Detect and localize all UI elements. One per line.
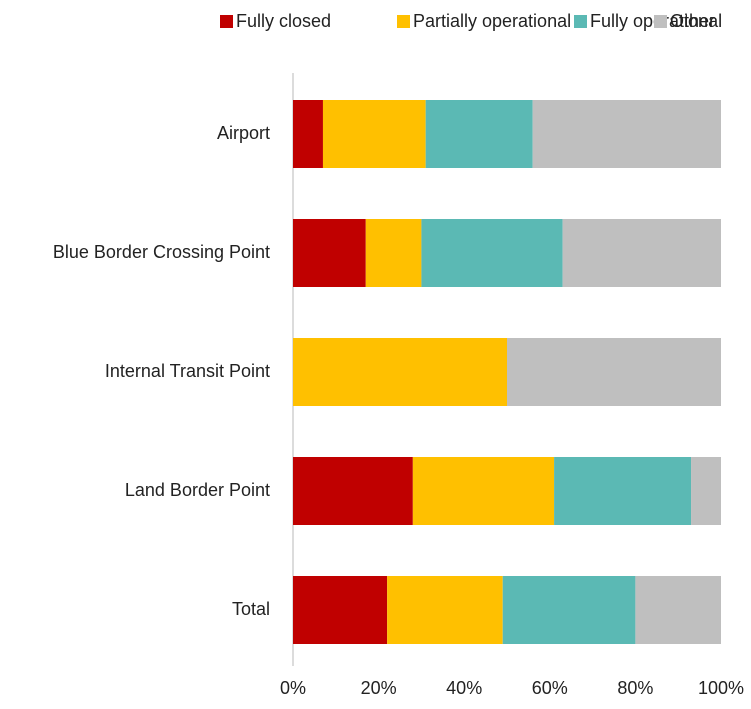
- y-tick-label: Total: [232, 599, 270, 619]
- bar-segment: [691, 457, 721, 525]
- x-tick-label: 20%: [361, 678, 397, 698]
- bar-segment: [387, 576, 503, 644]
- bar-segment: [532, 100, 721, 168]
- y-tick-label: Blue Border Crossing Point: [53, 242, 270, 262]
- bar-segment: [502, 576, 636, 644]
- bar-segment: [562, 219, 721, 287]
- bar-segment: [365, 219, 422, 287]
- bar-segment: [635, 576, 721, 644]
- legend-swatch: [574, 15, 587, 28]
- y-tick-label: Internal Transit Point: [105, 361, 270, 381]
- x-tick-label: 0%: [280, 678, 306, 698]
- x-tick-label: 60%: [532, 678, 568, 698]
- x-tick-label: 80%: [617, 678, 653, 698]
- legend-swatch: [397, 15, 410, 28]
- y-tick-label: Airport: [217, 123, 270, 143]
- bar-segment: [293, 100, 323, 168]
- bar-segment: [421, 219, 563, 287]
- legend-swatch: [220, 15, 233, 28]
- bar-segment: [293, 457, 413, 525]
- bar-segment: [293, 219, 366, 287]
- x-tick-label: 100%: [698, 678, 744, 698]
- bar-segment: [425, 100, 533, 168]
- bar-segment: [507, 338, 721, 406]
- y-tick-label: Land Border Point: [125, 480, 270, 500]
- bar-segment: [412, 457, 555, 525]
- legend-label: Fully closed: [236, 11, 331, 31]
- bar-segment: [293, 338, 507, 406]
- legend-label: Partially operational: [413, 11, 571, 31]
- x-tick-label: 40%: [446, 678, 482, 698]
- bar-segment: [554, 457, 692, 525]
- legend-swatch: [654, 15, 667, 28]
- bar-segment: [293, 576, 388, 644]
- legend-label: Other: [670, 11, 715, 31]
- bar-segment: [322, 100, 426, 168]
